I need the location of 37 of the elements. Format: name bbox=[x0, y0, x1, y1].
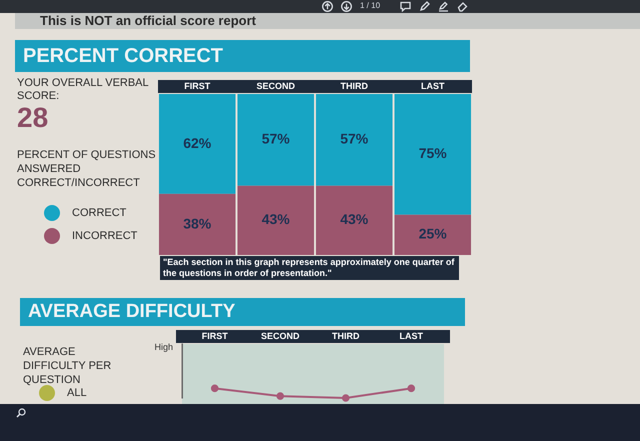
data-label: 38% bbox=[183, 215, 212, 232]
data-label: 62% bbox=[183, 134, 212, 151]
text: This is NOT an official score report bbox=[40, 13, 257, 29]
y-axis-title: PERCENT OF QUESTIONS ANSWERED CORRECT/INCORRECT bbox=[17, 148, 157, 190]
text: YOUR OVERALL VERBAL SCORE: bbox=[17, 77, 150, 104]
x-tick-label: THIRD bbox=[332, 331, 360, 342]
bar bbox=[394, 94, 472, 215]
x-tick-label: THIRD bbox=[340, 81, 368, 92]
legend-label: ALL bbox=[67, 386, 87, 398]
x-tick-label: SECOND bbox=[256, 81, 296, 92]
x-tick-label: FIRST bbox=[202, 331, 228, 342]
legend-label: INCORRECT bbox=[72, 230, 138, 242]
data-label: 75% bbox=[418, 145, 448, 162]
data-label: 57% bbox=[340, 130, 369, 147]
text: 1 / 10 bbox=[360, 1, 382, 11]
data-label: 57% bbox=[262, 130, 290, 147]
data-label: 43% bbox=[340, 211, 369, 228]
bar bbox=[158, 94, 236, 194]
bar bbox=[237, 186, 314, 255]
text: High bbox=[153, 342, 173, 353]
bar bbox=[237, 94, 314, 186]
text: 28 bbox=[17, 101, 50, 135]
x-tick-label: LAST bbox=[400, 331, 424, 342]
x-tick-label: SECOND bbox=[260, 331, 300, 342]
y-axis-title: AVERAGE DIFFICULTY PER QUESTION bbox=[23, 345, 112, 387]
x-tick-label: FIRST bbox=[184, 81, 211, 92]
bar bbox=[158, 194, 236, 255]
chart-title: AVERAGE DIFFICULTY bbox=[20, 298, 465, 326]
text: "Each section in this graph represents approximately one quarter of the questions in order of presentation." bbox=[160, 256, 459, 280]
bar bbox=[316, 94, 393, 186]
chart-title: PERCENT CORRECT bbox=[15, 40, 470, 72]
data-label: 43% bbox=[262, 211, 290, 228]
legend-label: CORRECT bbox=[72, 206, 126, 218]
bar bbox=[316, 186, 393, 255]
x-tick-label: LAST bbox=[421, 81, 445, 92]
bar bbox=[394, 214, 472, 255]
data-label: 25% bbox=[418, 226, 448, 242]
